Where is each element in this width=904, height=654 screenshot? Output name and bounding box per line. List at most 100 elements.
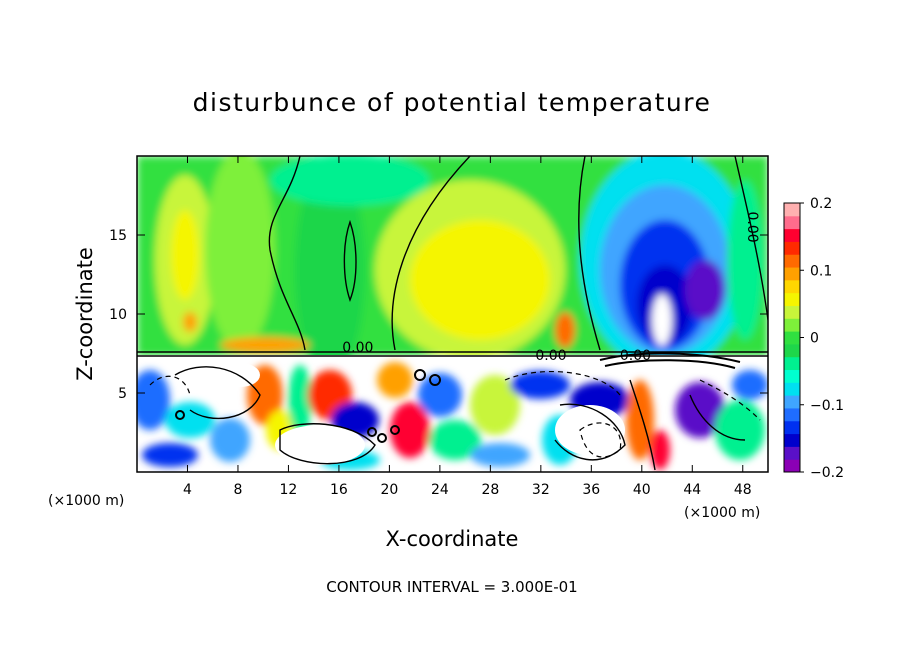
lower-blob (210, 418, 250, 462)
x-unit-right: (×1000 m) (684, 505, 760, 521)
contour-label: 0.00 (620, 348, 651, 364)
lower-blob (650, 430, 670, 470)
lower-blob (418, 373, 462, 417)
contour-line (629, 379, 656, 471)
x-tick-label: 40 (633, 482, 651, 498)
contour-line (734, 156, 768, 321)
contour-label: 0.00 (744, 212, 760, 243)
contour-line (174, 366, 261, 420)
x-tick-label: 32 (532, 482, 550, 498)
warm-strip-10 (220, 337, 310, 353)
lower-blob (470, 443, 530, 467)
x-tick-label: 24 (431, 482, 449, 498)
lower-blob (165, 402, 215, 438)
colorbar (784, 203, 800, 473)
x-axis-label: X-coordinate (386, 527, 519, 551)
warm-core-left (171, 210, 199, 300)
colorbar-swatch (784, 318, 800, 332)
contour-lines (137, 156, 768, 471)
contour-line (604, 359, 736, 369)
contour-line (390, 425, 400, 435)
colorbar-swatch (784, 305, 800, 319)
neutral-zone (295, 160, 365, 380)
x-tick-label: 16 (330, 482, 348, 498)
x-tick-label: 12 (280, 482, 298, 498)
contour-line-dashed (579, 422, 622, 458)
cool-top-band (270, 156, 430, 206)
y-axis-label: Z-coordinate (73, 247, 97, 381)
contour-line (414, 369, 426, 381)
contour-line (343, 219, 357, 302)
lower-blob (470, 375, 520, 435)
contour-line (367, 427, 377, 437)
lower-blob (429, 420, 481, 460)
lower-blob (288, 365, 312, 435)
x-tick-label: 36 (582, 482, 600, 498)
colorbar-swatch (784, 433, 800, 447)
contour-label: 0.00 (535, 348, 566, 364)
cold-plume-purple (685, 260, 725, 320)
contour-line-dashed (504, 371, 621, 396)
contour-line (689, 394, 746, 441)
lower-blob (510, 371, 570, 399)
warm-dome-core (410, 220, 550, 340)
chart-title: disturbunce of potential temperature (193, 88, 712, 117)
contour-line (279, 423, 376, 465)
lower-blob (142, 443, 198, 467)
colorbar-swatch (784, 279, 800, 294)
lower-blob (377, 362, 413, 398)
hot-spot-33 (555, 312, 575, 348)
colorbar-swatch (784, 267, 800, 281)
x-tick-label: 44 (683, 482, 701, 498)
cold-plume-white-core (652, 294, 672, 346)
colorbar-swatch (784, 356, 800, 371)
colorbar-swatch (784, 446, 800, 460)
warm-column-left2 (205, 156, 275, 350)
lower-blob (626, 380, 654, 460)
colorbar-swatch (784, 382, 800, 396)
y-tick-label: 5 (118, 386, 127, 402)
hot-spot-4 (183, 312, 197, 332)
colorbar-swatch (784, 215, 800, 230)
contour-line (429, 374, 441, 386)
colorbar-swatch (784, 292, 800, 306)
x-tick-label: 28 (481, 482, 499, 498)
lower-blob (390, 402, 430, 458)
contour-line-dashed (699, 379, 761, 421)
contour-line (391, 156, 471, 351)
colorbar-swatch (784, 241, 800, 255)
contour-interval-note: CONTOUR INTERVAL = 3.000E-01 (326, 578, 577, 596)
lower-blob (675, 382, 725, 438)
contour-line (175, 410, 185, 420)
lower-white-region (555, 405, 625, 455)
lower-white-region (220, 363, 260, 387)
colorbar-swatch (784, 369, 800, 383)
colorbar-tick-label: 0.2 (810, 196, 832, 212)
x-tick-label: 8 (233, 482, 242, 498)
lower-blob (715, 400, 765, 460)
y-tick-label: 10 (109, 307, 127, 323)
colorbar-swatch (784, 343, 800, 358)
contour-lines-tight (175, 352, 741, 443)
contour-line (268, 156, 306, 351)
colorbar-swatch (784, 331, 800, 345)
colorbar-swatch (784, 203, 800, 217)
cool-edge-right (727, 180, 763, 340)
colorbar-swatch (784, 420, 800, 435)
contour-line (554, 403, 626, 461)
contour-line (377, 433, 387, 443)
lower-blob (137, 370, 170, 430)
x-unit-left: (×1000 m) (48, 493, 124, 509)
colorbar-swatch (784, 407, 800, 422)
heatmap-field: 0.00 0.00 0.00 0.00 (137, 156, 768, 472)
colorbar-tick-label: −0.2 (810, 465, 844, 481)
contour-label: 0.00 (342, 340, 373, 356)
colorbar-swatch (784, 254, 800, 268)
colorbar-swatch (784, 459, 800, 473)
lower-white-region (275, 425, 365, 465)
contour-line-dashed (149, 375, 191, 396)
colorbar-tick-label: −0.1 (810, 398, 844, 414)
colorbar-tick-label: 0 (810, 331, 819, 347)
contour-line (578, 156, 601, 351)
x-tick-label: 4 (183, 482, 192, 498)
